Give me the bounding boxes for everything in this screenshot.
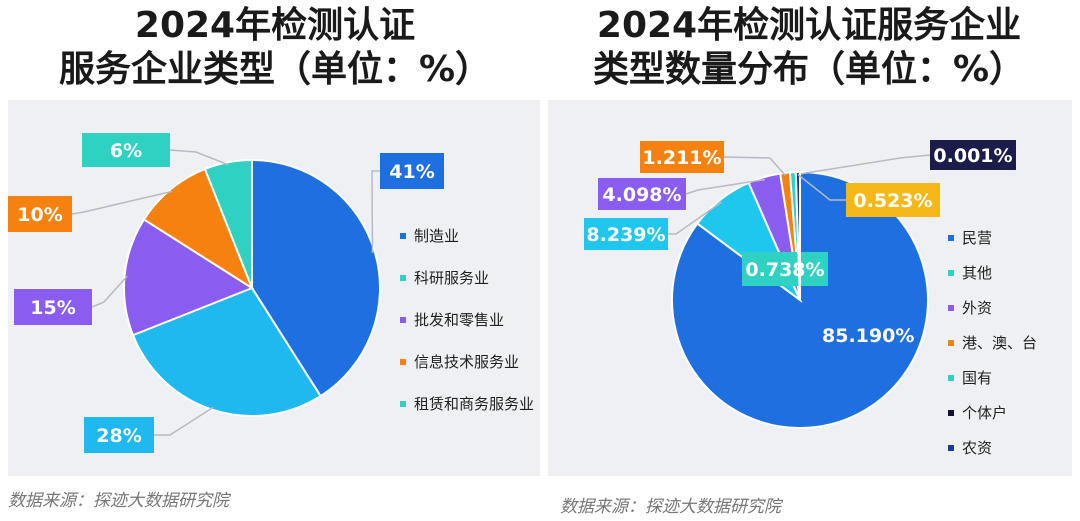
left-label-bg-2 bbox=[14, 289, 92, 325]
right-label-bg-3 bbox=[640, 141, 724, 173]
right-legend-marker-6 bbox=[948, 445, 954, 451]
left-legend-item-4: 租赁和商务服务业 bbox=[414, 395, 534, 413]
left-leader-1 bbox=[154, 406, 214, 436]
right-legend-marker-3 bbox=[948, 340, 954, 346]
right-leader-2 bbox=[685, 178, 765, 195]
right-source-note: 数据来源：探迹大数据研究院 bbox=[560, 497, 781, 517]
right-legend-item-0: 民营 bbox=[962, 229, 992, 247]
left-leader-3 bbox=[71, 190, 173, 215]
left-data-label-2: 15% bbox=[30, 297, 75, 319]
left-data-label-0: 41% bbox=[389, 161, 434, 183]
left-legend-item-3: 信息技术服务业 bbox=[414, 353, 519, 371]
left-legend-marker-0 bbox=[400, 233, 406, 239]
right-legend-marker-1 bbox=[948, 270, 954, 276]
left-legend-item-2: 批发和零售业 bbox=[414, 311, 504, 329]
left-label-bg-3 bbox=[8, 196, 72, 232]
left-legend-marker-3 bbox=[400, 359, 406, 365]
right-data-label-6: 0.523% bbox=[853, 190, 932, 212]
left-legend-marker-2 bbox=[400, 317, 406, 323]
right-legend-item-2: 外资 bbox=[962, 299, 992, 317]
right-legend-item-3: 港、澳、台 bbox=[962, 334, 1037, 352]
right-title-line-1: 2024年检测认证服务企业 bbox=[596, 5, 1022, 46]
left-title-line-1: 2024年检测认证 bbox=[134, 5, 416, 46]
left-title-line-2: 服务企业类型（单位：%） bbox=[58, 49, 492, 90]
right-data-label-1: 8.239% bbox=[586, 224, 665, 246]
right-data-label-4: 0.738% bbox=[745, 259, 824, 281]
left-slice-4 bbox=[203, 158, 253, 289]
right-data-label-3: 1.211% bbox=[642, 147, 721, 169]
left-slice-2 bbox=[123, 218, 255, 337]
left-source-note: 数据来源：探迹大数据研究院 bbox=[8, 491, 229, 511]
right-legend-marker-4 bbox=[948, 375, 954, 381]
left-legend-marker-1 bbox=[400, 275, 406, 281]
right-title-line-2: 类型数量分布（单位：%） bbox=[592, 49, 1026, 90]
right-label-bg-2 bbox=[598, 178, 686, 210]
right-leader-5 bbox=[795, 154, 931, 176]
right-legend-marker-5 bbox=[948, 410, 954, 416]
left-label-bg-4 bbox=[82, 133, 170, 167]
left-legend-item-0: 制造业 bbox=[414, 227, 459, 245]
right-slice-6 bbox=[794, 170, 801, 301]
left-chart-title: 2024年检测认证 服务企业类型（单位：%） bbox=[10, 4, 540, 92]
left-label-bg-1 bbox=[84, 417, 154, 453]
right-label-bg-1 bbox=[584, 218, 668, 250]
left-leader-0 bbox=[371, 170, 380, 254]
right-label-bg-4 bbox=[742, 252, 828, 286]
left-data-label-1: 28% bbox=[96, 425, 141, 447]
right-label-bg-5 bbox=[930, 140, 1016, 170]
right-data-label-0: 85.190% bbox=[822, 325, 914, 347]
right-legend-marker-2 bbox=[948, 305, 954, 311]
right-leader-1 bbox=[668, 201, 723, 235]
right-leader-3 bbox=[723, 156, 786, 176]
right-chart-title: 2024年检测认证服务企业 类型数量分布（单位：%） bbox=[548, 4, 1070, 92]
right-legend-item-1: 其他 bbox=[962, 264, 992, 282]
left-leader-2 bbox=[91, 275, 128, 308]
left-label-bg-0 bbox=[380, 153, 444, 189]
right-legend-marker-0 bbox=[948, 235, 954, 241]
left-data-label-4: 6% bbox=[110, 140, 142, 162]
left-data-label-3: 10% bbox=[17, 204, 62, 226]
left-slice-3 bbox=[142, 167, 255, 291]
left-slice-1 bbox=[131, 286, 322, 417]
left-legend-marker-4 bbox=[400, 401, 406, 407]
right-leader-6 bbox=[797, 173, 846, 201]
right-legend-item-5: 个体户 bbox=[962, 404, 1007, 422]
right-legend-item-4: 国有 bbox=[962, 369, 992, 387]
left-legend-item-1: 科研服务业 bbox=[414, 269, 489, 287]
right-label-bg-6 bbox=[846, 183, 940, 217]
right-legend-item-6: 农资 bbox=[962, 439, 992, 457]
right-data-label-2: 4.098% bbox=[602, 184, 681, 206]
right-data-label-5: 0.001% bbox=[933, 145, 1012, 167]
left-leader-4 bbox=[169, 149, 229, 166]
